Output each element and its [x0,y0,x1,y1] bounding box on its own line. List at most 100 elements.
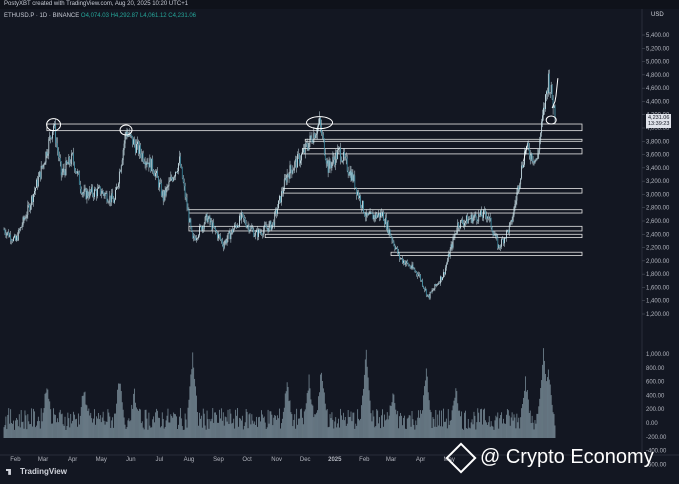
annotation-circle[interactable] [306,116,334,130]
volume-bar [132,408,134,438]
candle-body [101,191,103,194]
price-tick-label: 4,800.00 [646,73,670,79]
volume-bar [465,410,466,438]
candle-body [110,195,112,203]
candle-body [373,215,375,220]
candle-body [456,230,458,234]
volume-bar [250,424,252,438]
volume-bar [367,377,369,438]
annotation-stroke[interactable] [523,144,528,162]
candle-body [157,170,158,178]
candle-body [41,165,43,168]
annotation-circle[interactable] [46,118,62,132]
candle-body [174,176,176,178]
volume-bar [80,407,82,438]
volume-bar [87,410,89,438]
candle-body [116,187,117,190]
candle-body [220,236,221,240]
volume-bar [263,416,265,438]
candle-body [433,288,435,291]
candle-body [416,271,418,275]
candle-body [108,201,110,203]
horizontal-zone[interactable] [304,138,583,142]
candle-body [292,170,294,174]
candle-body [31,196,33,206]
horizontal-zone[interactable] [264,233,583,239]
volume-bar [46,388,48,438]
volume-bar [11,422,13,438]
horizontal-zone[interactable] [188,209,583,214]
candle-body [355,187,357,189]
volume-bar [143,429,145,438]
candle-body [424,289,426,290]
horizontal-zone[interactable] [282,188,583,194]
candle-body [347,170,349,174]
candle-body [121,160,123,166]
candle-body [194,236,196,239]
volume-bar [395,409,397,438]
volume-bar [142,427,144,438]
volume-bar [22,421,24,438]
volume-bar [408,415,410,438]
volume-bar [359,420,360,438]
volume-bar [322,388,324,438]
symbol-label[interactable]: ETHUSD.P · 1D · BINANCE [4,13,80,19]
candle-body [264,225,266,226]
volume-bar [320,374,321,438]
volume-bar [72,420,74,438]
candle-body [273,222,275,226]
candle-body [145,162,147,165]
annotation-circle[interactable] [119,124,133,136]
candle-body [49,135,51,140]
volume-bar [178,424,179,438]
volume-bar [31,408,33,438]
volume-bar [34,411,35,438]
candle-body [99,186,101,195]
candle-body [68,157,70,165]
candle-body [501,239,502,247]
watermark: @ Crypto Economy [445,441,654,474]
currency-label[interactable]: USD [651,12,664,18]
candle-body [469,219,471,220]
volume-bar [209,419,211,438]
candle-body [139,145,141,154]
candle-body [182,178,184,183]
candle-body [418,274,420,277]
volume-bar [439,410,441,438]
candle-body [332,157,334,163]
volume-bar [275,415,277,438]
volume-bar [258,417,259,438]
volume-bar [121,402,123,438]
volume-bar [7,414,9,438]
horizontal-zone[interactable] [188,225,583,232]
candle-body [400,258,401,260]
candle-body [407,263,409,266]
volume-bar [224,416,226,438]
price-tick-label: 2,600.00 [646,219,670,225]
horizontal-zone[interactable] [390,251,583,256]
candle-body [417,274,419,277]
volume-bar [478,412,480,438]
candle-body [100,193,102,195]
candle-body [37,176,39,187]
projection-line[interactable] [551,78,559,109]
volume-bar [382,409,383,438]
candle-body [107,201,109,203]
volume-bar [334,421,336,438]
annotation-circle[interactable] [545,115,557,125]
volume-bar [339,427,340,438]
volume-bar [512,420,514,438]
volume-bar [437,414,439,438]
volume-bar [551,404,553,438]
candle-body [360,196,361,206]
candle-body [265,225,267,229]
candle-body [191,226,193,232]
price-tick-label: 2,000.00 [646,259,670,265]
volume-bar [57,422,59,438]
candle-body [554,105,556,119]
candle-body [21,225,23,228]
candle-body [33,194,34,203]
candle-body [58,157,60,159]
candle-body [170,176,172,181]
